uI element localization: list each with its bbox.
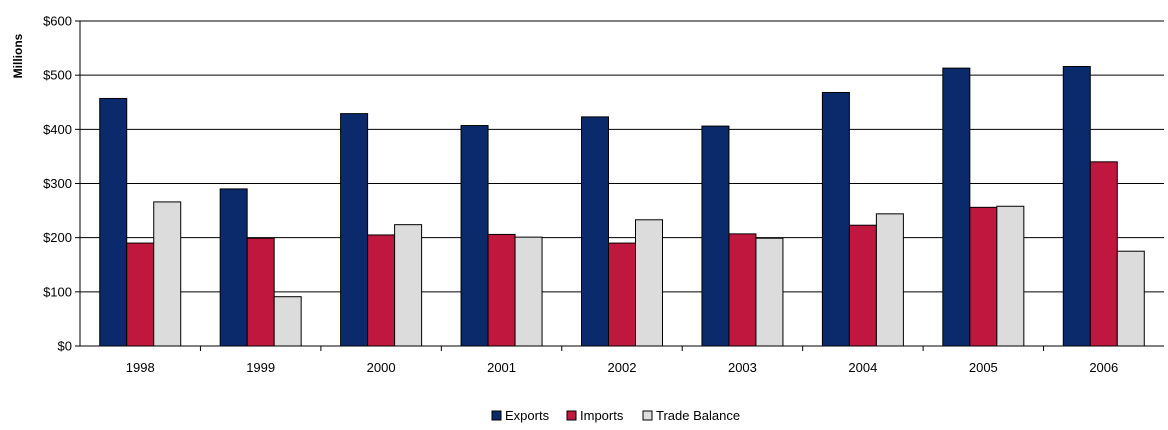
y-tick-labels: $0 $100 $200 $300 $400 $500 $600	[43, 14, 72, 354]
y-axis-title: Millions	[11, 33, 25, 78]
y-tick-label: $100	[43, 284, 72, 299]
y-tick-label: $600	[43, 14, 72, 29]
bar-trade-balance	[755, 237, 784, 347]
x-tick-label: 2003	[728, 360, 757, 375]
legend-label-imports: Imports	[580, 408, 624, 423]
x-tick-label: 2000	[367, 360, 396, 375]
legend-swatch-trade-balance	[642, 410, 653, 421]
y-tick-label: $400	[43, 122, 72, 137]
bar-trade-balance	[273, 296, 302, 347]
bar-imports	[367, 234, 396, 347]
x-tick-label: 2005	[969, 360, 998, 375]
bar-trade-balance	[394, 224, 423, 347]
y-tick-label: $200	[43, 230, 72, 245]
y-tick-label: $0	[58, 339, 72, 354]
bar-exports	[340, 113, 369, 347]
legend-label-exports: Exports	[505, 408, 550, 423]
bar-imports	[126, 242, 155, 347]
legend-swatch-imports	[566, 410, 577, 421]
bar-exports	[821, 92, 850, 347]
bar-exports	[942, 67, 971, 347]
bar-trade-balance	[635, 219, 663, 347]
x-tick-labels: 1998 1999 2000 2001 2002 2003 2004 2005 2006	[126, 360, 1118, 375]
axes-layer	[75, 20, 1164, 351]
bar-trade-balance	[153, 201, 182, 347]
bar-trade-balance	[1116, 250, 1145, 347]
y-tick-label: $300	[43, 176, 72, 191]
legend: Exports Imports Trade Balance	[491, 408, 740, 423]
bar-trade-balance	[514, 236, 543, 347]
x-tick-label: 2001	[487, 360, 516, 375]
bar-imports	[1089, 161, 1118, 347]
bar-imports	[848, 224, 877, 347]
bar-exports	[1062, 66, 1091, 347]
bar-exports	[701, 125, 730, 347]
legend-swatch-exports	[491, 410, 502, 421]
bar-imports	[728, 233, 757, 347]
x-tick-label: 2004	[848, 360, 877, 375]
bar-imports	[246, 237, 275, 347]
bar-imports	[608, 242, 636, 347]
bar-exports	[460, 125, 489, 347]
bar-exports	[219, 188, 248, 347]
bar-trade-balance	[875, 213, 904, 347]
x-tick-label: 2002	[608, 360, 637, 375]
y-tick-label: $500	[43, 68, 72, 83]
bar-exports	[581, 116, 609, 347]
legend-label-trade-balance: Trade Balance	[656, 408, 740, 423]
x-tick-label: 1999	[246, 360, 275, 375]
x-tick-label: 2006	[1089, 360, 1118, 375]
bar-imports	[487, 233, 516, 347]
bars-layer	[99, 66, 1145, 347]
x-tick-label: 1998	[126, 360, 155, 375]
bar-exports	[99, 97, 128, 347]
bar-imports	[969, 206, 998, 347]
bar-trade-balance	[996, 205, 1025, 347]
